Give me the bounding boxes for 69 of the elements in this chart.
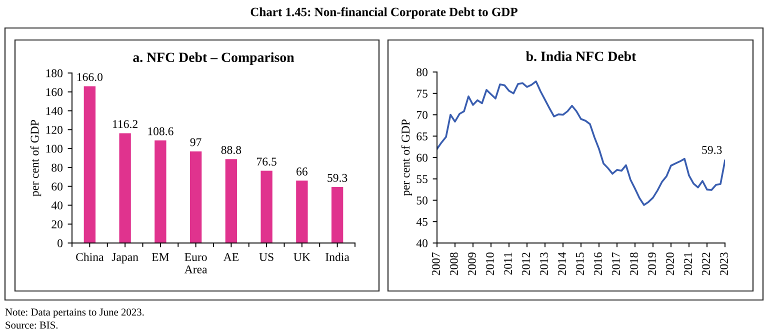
x-tick-label: 2008 [450, 252, 458, 276]
x-tick-label: 2012 [522, 252, 530, 276]
x-tick-label: UK [294, 253, 310, 262]
x-tick-label: 2015 [576, 252, 584, 276]
data-label: 88.8 [221, 146, 242, 154]
x-tick-label: EM [152, 253, 169, 261]
data-label: 97 [190, 138, 202, 146]
bar [260, 170, 272, 243]
bar [154, 140, 166, 243]
x-tick-label: 2009 [468, 252, 476, 276]
bar [331, 186, 344, 243]
x-tick-label: 2021 [684, 252, 692, 276]
data-label: 66 [296, 168, 308, 176]
y-tick-label: 55 [416, 175, 428, 184]
y-tick-label: 100 [46, 144, 63, 153]
data-label: 76.5 [257, 158, 276, 166]
x-tick-label: 2023 [720, 252, 728, 276]
y-tick-label: 45 [416, 218, 428, 226]
line-series [437, 80, 725, 206]
y-tick-label: 50 [416, 196, 428, 204]
chart-title: a. NFC Debt – Comparison [133, 52, 294, 65]
x-tick-label: 2020 [666, 252, 674, 276]
y-tick-label: 0 [58, 239, 63, 248]
x-tick-label: China [76, 252, 104, 262]
x-tick-label: 2013 [540, 252, 548, 276]
y-tick-label: 60 [52, 182, 63, 191]
y-tick-label: 180 [46, 69, 63, 78]
y-tick-label: 70 [416, 110, 428, 119]
bar [296, 180, 308, 243]
y-tick-label: 120 [46, 126, 63, 134]
x-tick-label: 2022 [702, 252, 710, 276]
y-tick-label: 20 [52, 220, 63, 228]
data-label: 166.0 [77, 73, 103, 82]
x-tick-label: 2017 [612, 252, 620, 276]
y-tick-label: 65 [416, 132, 428, 140]
bar [225, 159, 238, 243]
data-label: 59.3 [328, 174, 348, 182]
caption: Chart 1.45: Non-financial Corporate Debt to GDP [250, 7, 518, 19]
y-tick-label: 75 [416, 90, 428, 98]
chart-title: b. India NFC Debt [526, 51, 636, 62]
x-tick-label: US [259, 253, 274, 262]
x-tick-label: Euro Area [184, 253, 208, 274]
x-tick-label: India [326, 252, 350, 262]
y-axis-title: per cent of GDP [401, 119, 412, 196]
y-tick-label: 140 [46, 107, 63, 115]
y-tick-label: 80 [52, 164, 63, 172]
x-tick-label: 2014 [558, 252, 566, 276]
y-tick-label: 80 [416, 68, 428, 76]
y-tick-label: 40 [416, 239, 428, 248]
x-tick-label: 2018 [630, 252, 638, 276]
x-tick-label: 2016 [594, 252, 602, 276]
x-tick-label: 2010 [486, 252, 494, 276]
bar [84, 86, 96, 243]
bar [190, 151, 202, 243]
x-tick-label: 2011 [504, 252, 512, 275]
data-label: 108.6 [148, 127, 174, 136]
annotation: 59.3 [702, 146, 722, 154]
y-tick-label: 160 [46, 88, 63, 96]
x-tick-label: Japan [112, 253, 138, 264]
source-note: Source: BIS. [6, 322, 58, 329]
text: Note: Data pertains to June 2023. [5, 308, 144, 318]
x-tick-label: 2019 [648, 252, 656, 276]
data-label: 116.2 [113, 120, 138, 128]
x-tick-label: AE [223, 253, 238, 261]
y-tick-label: 40 [51, 201, 63, 210]
bar [119, 133, 131, 243]
y-axis-title: per cent of GDP [30, 120, 42, 196]
x-tick-label: 2007 [432, 252, 440, 276]
y-tick-label: 60 [416, 154, 428, 162]
